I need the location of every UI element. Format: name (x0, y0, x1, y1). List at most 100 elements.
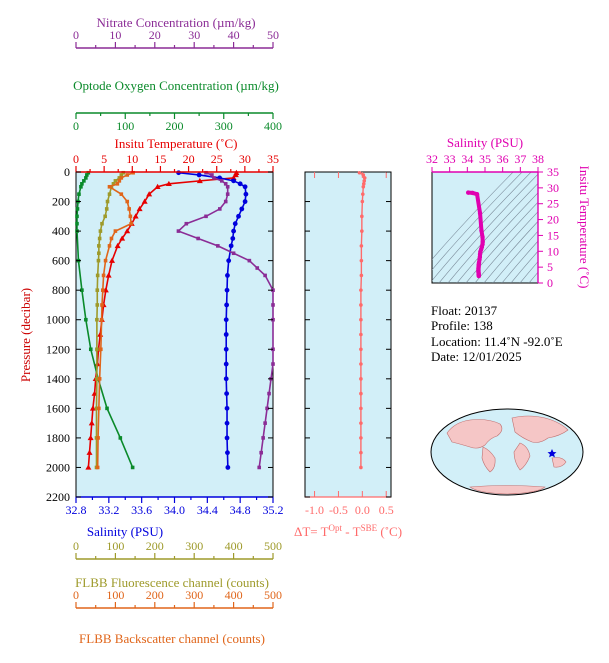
backscatter-axis-tick-label: 200 (146, 588, 164, 602)
delta-t-tick-label: -1.0 (305, 503, 324, 517)
fluorescence-point (104, 207, 109, 211)
backscatter-point (129, 221, 133, 226)
fluorescence-point (95, 317, 99, 322)
delta-t-point (359, 347, 363, 352)
nitrate-axis-tick-label: 0 (73, 28, 79, 42)
oxygen-point (82, 179, 86, 183)
info-date: Date: 12/01/2025 (431, 349, 522, 364)
delta-title-sup1: Opt (329, 523, 343, 533)
oxygen-point (105, 406, 109, 411)
salinity-point (237, 181, 243, 187)
nitrate-point (271, 362, 275, 366)
backscatter-point (96, 436, 100, 440)
oxygen-point (77, 192, 81, 196)
pressure-tick-label: 200 (52, 195, 70, 209)
delta-t-point (359, 391, 363, 396)
oxygen-point (118, 436, 123, 440)
ts-marks (432, 172, 538, 283)
nitrate-point (216, 244, 220, 248)
temperature-point (87, 434, 94, 441)
temperature-point (132, 213, 139, 219)
temperature-axis-title: Insitu Temperature (˚C) (114, 136, 237, 151)
delta-t-point (360, 229, 364, 233)
nitrate-point (223, 199, 228, 204)
backscatter-axis-tick-label: 500 (264, 588, 282, 602)
salinity-point (224, 391, 230, 396)
fluorescence-axis-tick-label: 500 (264, 539, 282, 553)
salinity-point (225, 465, 231, 470)
fluorescence-point (95, 377, 99, 381)
map-land (446, 415, 569, 495)
oxygen-point (84, 176, 88, 180)
nitrate-point (259, 450, 263, 455)
salinity-point (230, 236, 236, 241)
delta-t-point (362, 179, 367, 183)
salinity-point (232, 221, 238, 227)
oxygen-point (84, 317, 88, 322)
temperature-point (88, 420, 95, 426)
salinity-axis-tick-label: 35.2 (263, 503, 284, 517)
salinity-point (231, 228, 237, 234)
temperature-point (232, 171, 239, 178)
ts-point (477, 211, 483, 216)
salinity-series (176, 170, 249, 470)
oxygen-point (80, 182, 84, 186)
delta-t-point (359, 303, 363, 307)
salinity-point (224, 420, 230, 426)
nitrate-point (225, 184, 230, 189)
backscatter-point (107, 244, 112, 248)
backscatter-point (117, 179, 122, 183)
salinity-point (223, 346, 229, 352)
delta-t-tick-label: 0.5 (379, 503, 394, 517)
ts-density-contour (474, 211, 538, 283)
backscatter-point (119, 176, 124, 180)
fluorescence-point (95, 303, 100, 307)
nitrate-point (247, 258, 252, 263)
world-map (430, 408, 584, 496)
backscatter-axis-tick-label: 0 (73, 588, 79, 602)
temperature-axis-tick-label: 35 (267, 152, 279, 166)
fluorescence-point (96, 258, 101, 263)
salinity-axis-tick-label: 33.6 (131, 503, 152, 517)
main-profile-marks (75, 169, 275, 470)
delta-t-point (360, 199, 365, 204)
delta-title-main: ΔT= T (294, 524, 329, 539)
oxygen-point (75, 214, 79, 219)
backscatter-point (97, 406, 101, 411)
backscatter-point (100, 288, 105, 292)
nitrate-point (219, 179, 224, 183)
ts-x-tick-label: 33 (444, 152, 456, 166)
temperature-point (119, 235, 126, 241)
backscatter-point (125, 173, 130, 177)
oxygen-axis-tick-label: 0 (73, 119, 79, 133)
ts-point (479, 228, 484, 233)
nitrate-point (267, 391, 271, 396)
delta-t-point (360, 214, 364, 219)
oxygen-point (75, 221, 79, 226)
pressure-tick-label: 600 (52, 254, 70, 268)
oxygen-axis: 0 100 200 300 400 (73, 112, 282, 133)
oxygen-point (75, 207, 80, 211)
pressure-tick-label: 800 (52, 283, 70, 297)
delta-t-point (359, 465, 363, 470)
ts-x-tick-label: 34 (461, 152, 473, 166)
delta-t-point (361, 182, 366, 186)
delta-t-panel (304, 171, 392, 498)
pressure-axis: 0 200 400 600 800 1000 1200 1400 1600 1800 2000 220… (46, 165, 273, 504)
salinity-point (224, 435, 230, 441)
oxygen-axis-tick-label: 400 (264, 119, 282, 133)
backscatter-point (107, 184, 112, 189)
temperature-point (196, 177, 203, 184)
float-location-marker (547, 449, 557, 458)
temperature-point (136, 205, 143, 212)
fluorescence-axis-tick-label: 100 (106, 539, 124, 553)
salinity-point (231, 178, 237, 184)
temperature-point (85, 464, 92, 470)
salinity-point (223, 332, 229, 337)
backscatter-axis-tick-label: 400 (225, 588, 243, 602)
temperature-point (114, 242, 121, 249)
temperature-axis-tick-label: 15 (154, 152, 166, 166)
ts-y-tick-label: 15 (547, 228, 559, 242)
delta-t-axis-title: ΔT= TOpt - TSBE (˚C) (294, 523, 402, 539)
